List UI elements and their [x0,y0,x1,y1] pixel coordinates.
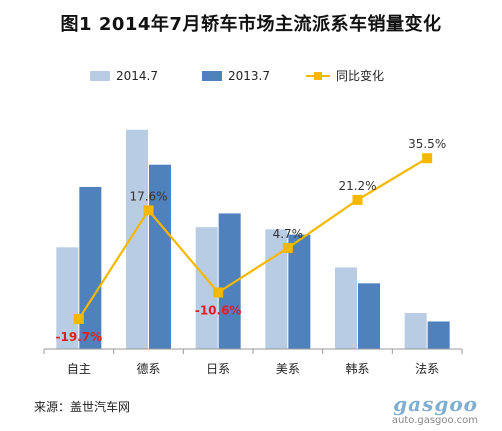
yoy-change-line [77,157,428,320]
bar-2013-3 [288,234,311,349]
bar-2013-2 [218,213,241,349]
category-label: 法系 [415,362,439,376]
legend-label: 同比变化 [336,68,384,83]
source-note: 来源：盖世汽车网 [34,400,131,414]
bars-layer [56,129,450,349]
yoy-data-label: -19.7% [56,330,103,344]
category-labels: 自主 德系 日系 美系 韩系 法系 [67,361,439,376]
watermark-logo: gasgoo [393,392,478,416]
watermark: gasgoo auto.gasgoo.com [392,394,478,426]
bar-2014-2 [195,227,218,349]
category-label: 自主 [67,362,91,376]
watermark-url: auto.gasgoo.com [391,415,478,426]
yoy-data-label: 4.7% [273,227,304,241]
yoy-data-label: 21.2% [338,179,376,193]
category-label: 日系 [206,362,230,376]
yoy-data-label: 17.6% [129,189,167,203]
category-label: 美系 [276,362,300,376]
yoy-marker [352,194,363,205]
yoy-marker [73,314,84,325]
legend-label: 2014.7 [116,69,158,83]
legend-swatch-marker [314,72,322,80]
line-layer: -19.7% 17.6% -10.6% 4.7% 21.2% 35.5% [56,137,447,344]
bar-2014-5 [404,312,427,349]
yoy-marker [422,153,433,164]
x-ticks [43,349,463,354]
bar-2013-4 [358,283,380,349]
legend-label: 2013.7 [228,69,270,83]
bar-2013-0 [79,186,102,349]
bar-2014-0 [56,247,79,349]
legend: 2014.7 2013.7 同比变化 [90,68,384,83]
bar-2013-5 [427,321,450,349]
yoy-data-label: -10.6% [195,303,242,317]
chart-title: 图1 2014年7月轿车市场主流派系车销量变化 [60,14,442,35]
category-label: 德系 [136,361,160,376]
yoy-data-label: 35.5% [408,137,446,151]
bar-2014-1 [126,129,148,349]
bar-2013-1 [149,164,171,349]
yoy-marker [213,287,224,298]
yoy-marker [143,205,154,216]
yoy-marker [282,242,293,253]
bar-2014-4 [335,267,357,349]
legend-swatch [202,71,222,81]
legend-swatch [90,71,110,81]
category-label: 韩系 [345,361,369,376]
